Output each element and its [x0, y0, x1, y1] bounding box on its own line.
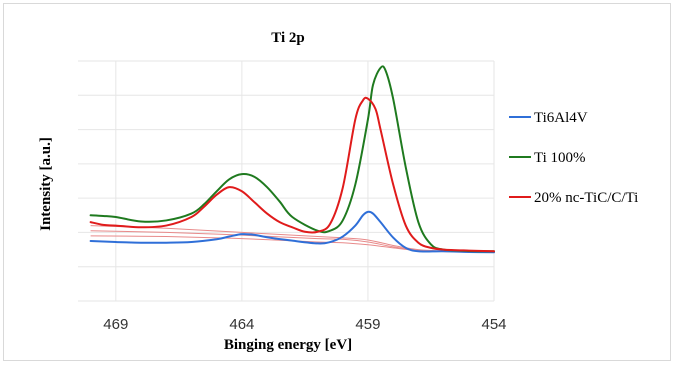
series-line-1: [89, 210, 495, 254]
x-tick-label: 459: [355, 316, 380, 333]
series-lines: [89, 65, 495, 254]
background-curve: [90, 235, 495, 253]
x-tick-label: 464: [229, 316, 254, 333]
chart-frame: 469 464 459 454 Ti6Al4V Ti 100% 20% nc-TiC/C/…: [3, 3, 671, 361]
x-tick-labels: 469 464 459 454: [103, 316, 506, 333]
legend-label: Ti6Al4V: [534, 110, 588, 126]
x-axis-label: Binging energy [eV]: [224, 337, 352, 353]
grid: [78, 60, 495, 302]
y-axis-label: Intensity [a.u.]: [38, 137, 54, 231]
legend-label: 20% nc-TiC/C/Ti: [534, 190, 638, 206]
series-line-3: [89, 96, 495, 253]
series-line-2: [89, 65, 495, 253]
legend-label: Ti 100%: [534, 150, 586, 166]
chart-title: Ti 2p: [271, 30, 305, 46]
x-tick-label: 469: [103, 316, 128, 333]
xps-chart: 469 464 459 454 Ti6Al4V Ti 100% 20% nc-TiC/C/…: [38, 30, 638, 353]
x-tick-label: 454: [481, 316, 506, 333]
legend: Ti6Al4V Ti 100% 20% nc-TiC/C/Ti: [509, 110, 638, 206]
